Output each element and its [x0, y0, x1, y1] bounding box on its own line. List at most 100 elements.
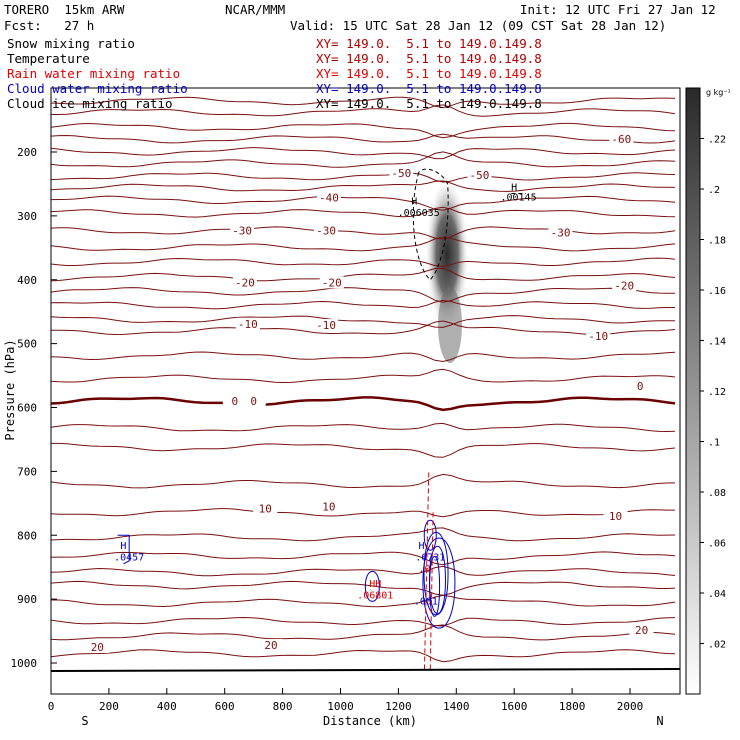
maximum-label: .006035	[398, 208, 440, 219]
maximum-label: H	[419, 541, 425, 552]
y-tick-label: 600	[17, 402, 37, 415]
temperature-contour-label: -10	[316, 319, 336, 332]
x-axis-left-end-label: S	[81, 714, 88, 728]
contour-label-bg	[241, 395, 266, 408]
field-snow: Snow mixing ratio	[7, 36, 135, 51]
temperature-contour-label: -50	[470, 169, 490, 182]
cloud-ice-contour	[412, 168, 449, 281]
contour-label-bg	[316, 191, 341, 204]
isotherm	[51, 172, 676, 183]
x-axis-right-end-label: N	[656, 714, 663, 728]
valid-time: Valid: 15 UTC Sat 28 Jan 12 (09 CST Sat …	[290, 18, 667, 33]
temperature-contour-label: -30	[232, 225, 252, 238]
field-rain: Rain water mixing ratio	[7, 66, 181, 81]
x-tick-label: 400	[157, 700, 177, 713]
y-tick-label: 200	[17, 146, 37, 159]
maximum-label: H	[411, 197, 417, 208]
contour-label-bg	[85, 641, 110, 654]
temperature-contour-labels: -60 -50 -50 -40 -30 -30 -30 -20 -20 -20 -10 -10 -10 0…	[85, 133, 654, 654]
temperature-contour-label: -40	[319, 191, 339, 204]
maximum-label: .00145	[500, 193, 536, 204]
colorbar-tick-label: .22	[708, 135, 726, 146]
temperature-contour-label: 10	[609, 510, 622, 523]
surface-line	[50, 668, 681, 672]
isotherm	[51, 527, 676, 542]
temperature-contour-label: 10	[322, 501, 335, 514]
temperature-contour-label: 0	[250, 395, 257, 408]
cloud-water-contour	[428, 545, 446, 614]
contour-label-bg	[548, 226, 573, 239]
isotherm	[51, 320, 676, 336]
colorbar-tick-label: .18	[708, 236, 726, 247]
rain-water-contour	[429, 509, 434, 670]
maximum-label: H	[120, 541, 126, 552]
temperature-contour-label: 0	[637, 380, 644, 393]
contour-label-bg	[319, 276, 344, 289]
x-tick-label: 1200	[385, 700, 412, 713]
cloud-water-contour	[423, 531, 449, 616]
isotherm	[51, 442, 676, 458]
contour-label-bg	[612, 279, 637, 292]
isotherm-zero	[51, 396, 676, 412]
temperature-contour-label: 20	[264, 639, 277, 652]
contour-label-bg	[232, 276, 257, 289]
x-tick-label: 200	[99, 700, 119, 713]
isotherm	[51, 616, 676, 627]
y-tick-label: 300	[17, 210, 37, 223]
isotherm	[51, 257, 676, 267]
isotherm	[51, 624, 676, 641]
x-tick-label: 1600	[501, 700, 528, 713]
cloud-water-contour	[117, 534, 130, 565]
temperature-contour-label: -50	[391, 167, 411, 180]
temperature-contour-label: -30	[316, 225, 336, 238]
cloud-water-contour	[423, 519, 437, 551]
x-axis: 0 200 400 600 800 1000 1200 1400 1600 1800 2000	[48, 688, 644, 713]
colorbar: .02 .04 .06 .08 .1 .12 .14 .16 .18 .2 .22 g kg⁻¹	[685, 87, 731, 695]
y-axis-label: Pressure (hPa)	[3, 339, 17, 440]
maximum-label: H	[511, 182, 517, 193]
maximum-label: .001	[414, 596, 438, 607]
colorbar-tick-label: .12	[708, 387, 726, 398]
isotherm	[51, 508, 675, 518]
colorbar-ramp	[685, 87, 701, 695]
colorbar-tick-label: .04	[708, 589, 726, 600]
forecast-hour: Fcst: 27 h	[4, 18, 95, 33]
contour-label-bg	[253, 502, 278, 515]
contour-label-bg	[230, 224, 255, 237]
x-tick-label: 1000	[327, 700, 354, 713]
colorbar-tick-label: .06	[708, 539, 726, 550]
isotherm	[51, 122, 676, 139]
rain-water-contours	[423, 471, 434, 670]
x-tick-label: 1800	[559, 700, 586, 713]
contour-label-bg	[609, 133, 634, 146]
isotherm	[51, 96, 676, 109]
isotherm	[51, 267, 676, 282]
x-tick-label: 2000	[617, 700, 644, 713]
organization: NCAR/MMM	[225, 2, 286, 17]
field-snow-xy: XY= 149.0. 5.1 to 149.0.149.8	[316, 36, 542, 51]
x-tick-label: 0	[48, 700, 55, 713]
maximum-label: .06801	[357, 591, 393, 602]
cloud-water-contour	[364, 570, 380, 602]
isotherm	[51, 236, 676, 252]
colorbar-tick-label: .14	[708, 337, 726, 348]
isotherm	[51, 180, 676, 192]
y-tick-label: 900	[17, 593, 37, 606]
cloud-water-contours	[117, 519, 456, 629]
isotherm	[51, 551, 676, 566]
isotherm	[51, 206, 676, 218]
field-rain-xy: XY= 149.0. 5.1 to 149.0.149.8	[316, 66, 542, 81]
y-tick-label: 400	[17, 274, 37, 287]
isotherm	[51, 368, 676, 384]
isotherm	[51, 195, 676, 211]
y-axis: 200 300 400 500 600 700 800 900 1000	[11, 146, 57, 670]
temperature-contour-label: -10	[238, 318, 258, 331]
contour-label-bg	[314, 319, 339, 332]
cloud-water-contour	[422, 537, 456, 629]
temperature-contour-label: -20	[614, 279, 634, 292]
maximum-label: .6731	[415, 552, 445, 563]
isotherm	[51, 147, 676, 160]
contour-label-bg	[389, 167, 414, 180]
colorbar-tick-label: .08	[708, 488, 726, 499]
colorbar-tick-label: .02	[708, 640, 726, 651]
